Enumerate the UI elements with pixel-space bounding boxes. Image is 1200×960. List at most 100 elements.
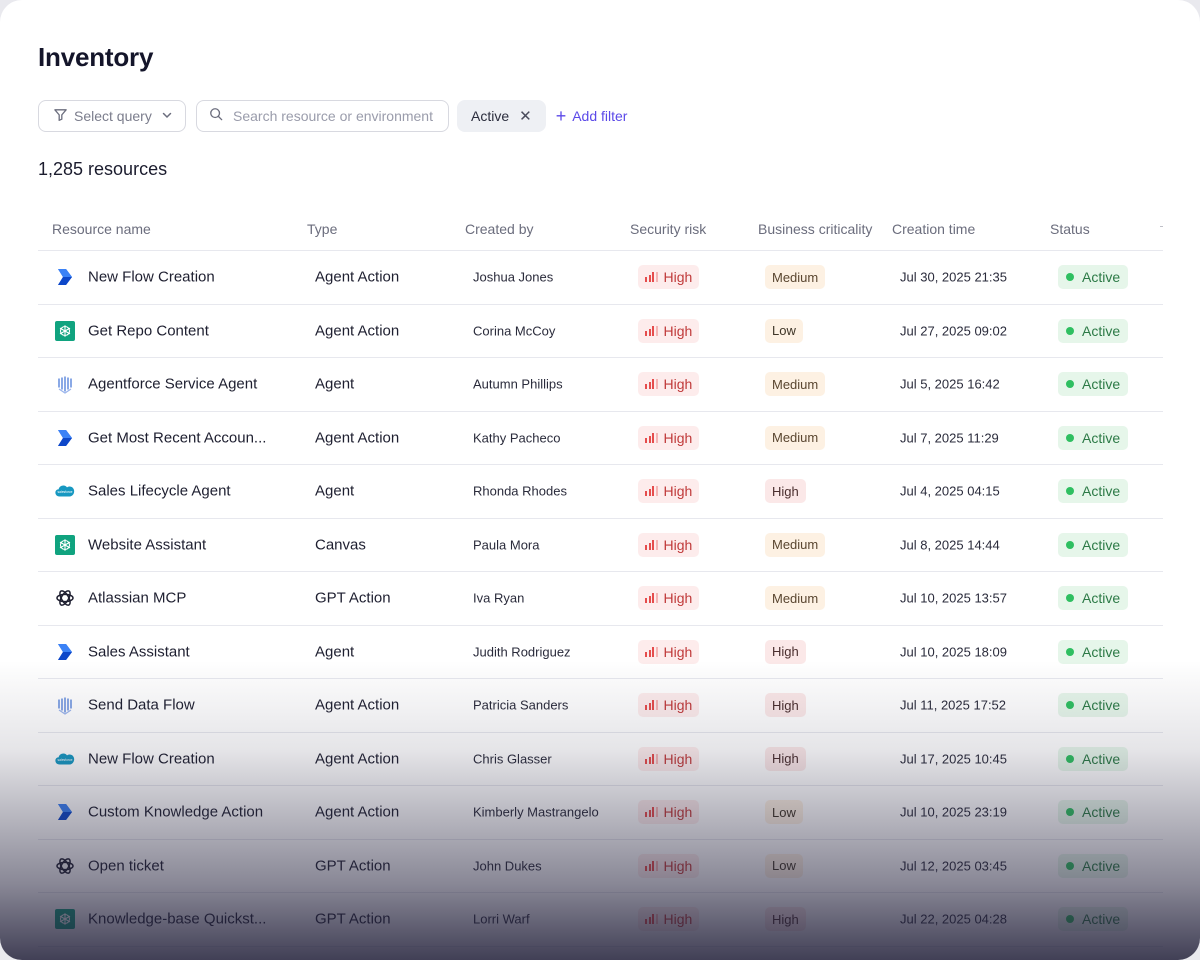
business-criticality-badge: High — [765, 693, 806, 718]
created-by: Kathy Pacheco — [473, 430, 561, 446]
status-badge: Active — [1058, 693, 1129, 718]
table-row[interactable]: salesforce Sales Lifecycle Agent Agent Rhon… — [38, 465, 1163, 519]
filter-funnel-icon — [53, 107, 68, 125]
table-row[interactable]: New Flow Creation Agent Action Joshua Jone… — [38, 251, 1163, 305]
column-header-status[interactable]: Status — [1050, 221, 1090, 237]
table-row[interactable]: Website Assistant Canvas Paula Mora High Med… — [38, 519, 1163, 572]
column-header-security-risk[interactable]: Security risk — [630, 221, 707, 237]
resource-name[interactable]: Sales Assistant — [88, 643, 190, 661]
svg-text:salesforce: salesforce — [57, 758, 72, 762]
table-row[interactable]: Atlassian MCP GPT Action Iva Ryan High Mediu… — [38, 572, 1163, 626]
add-filter-button[interactable]: + Add filter — [556, 107, 628, 125]
close-icon[interactable]: ✕ — [519, 107, 532, 125]
security-risk-badge: High — [638, 800, 700, 825]
created-by: Judith Rodriguez — [473, 644, 571, 660]
table-row[interactable]: Get Most Recent Accoun... Agent Action Kat… — [38, 412, 1163, 465]
table-row[interactable]: Custom Knowledge Action Agent Action Kimbe… — [38, 786, 1163, 840]
power-automate-icon — [54, 427, 76, 449]
table-header: Resource name Type Created by Security r… — [38, 208, 1163, 251]
status-label: Active — [1082, 643, 1121, 660]
resource-name[interactable]: Website Assistant — [88, 536, 207, 554]
page-title: Inventory — [38, 42, 154, 72]
status-badge: Active — [1058, 853, 1129, 878]
table-row[interactable]: salesforce New Flow Creation Agent Action C… — [38, 733, 1163, 786]
security-risk-label: High — [663, 376, 693, 393]
created-by: Iva Ryan — [473, 590, 525, 606]
resource-name[interactable]: New Flow Creation — [88, 268, 215, 286]
resource-name[interactable]: Get Most Recent Accoun... — [88, 429, 267, 447]
resource-type: GPT Action — [315, 857, 391, 875]
column-header-business-criticality[interactable]: Business criticality — [758, 221, 873, 237]
resource-type: Agent Action — [315, 322, 400, 340]
table-row[interactable]: Knowledge-base Quickst... GPT Action Lorri… — [38, 893, 1163, 947]
column-header-creation-time[interactable]: Creation time — [892, 221, 976, 237]
resource-type: Agent Action — [315, 750, 400, 768]
creation-time: Jul 11, 2025 17:52 — [900, 697, 1007, 713]
resource-name[interactable]: Sales Lifecycle Agent — [88, 482, 231, 500]
status-label: Active — [1082, 697, 1121, 714]
resource-type: Agent Action — [315, 696, 400, 714]
resource-name[interactable]: New Flow Creation — [88, 750, 215, 768]
security-risk-badge: High — [638, 853, 700, 878]
creation-time: Jul 7, 2025 11:29 — [900, 430, 999, 446]
search-input[interactable] — [231, 107, 436, 125]
resource-type: Agent Action — [315, 429, 400, 447]
security-risk-label: High — [663, 804, 693, 821]
security-risk-label: High — [663, 857, 693, 874]
business-criticality-badge: Medium — [765, 425, 826, 450]
status-dot-icon — [1066, 594, 1074, 603]
table-row[interactable]: Agentforce Service Agent Agent Autumn Phil… — [38, 358, 1163, 412]
salesforce-icon: salesforce — [54, 480, 76, 502]
column-header-resource-name[interactable]: Resource name — [52, 221, 151, 237]
resource-name[interactable]: Get Repo Content — [88, 322, 209, 340]
status-label: Active — [1082, 376, 1121, 393]
status-label: Active — [1082, 804, 1121, 821]
status-badge: Active — [1058, 586, 1129, 611]
status-label: Active — [1082, 536, 1121, 553]
status-label: Active — [1082, 429, 1121, 446]
resource-name[interactable]: Open ticket — [88, 857, 164, 875]
table-row[interactable]: Send Data Flow Agent Action Patricia Sande… — [38, 679, 1163, 733]
table-row[interactable]: Sales Assistant Agent Judith Rodriguez High… — [38, 626, 1163, 679]
table-row[interactable]: Open ticket GPT Action John Dukes High Low Ju… — [38, 840, 1163, 893]
chevron-down-icon — [161, 108, 173, 124]
add-filter-label: Add filter — [572, 108, 628, 124]
resource-name[interactable]: Agentforce Service Agent — [88, 375, 258, 393]
resource-type: Agent — [315, 482, 355, 500]
resource-name[interactable]: Send Data Flow — [88, 696, 195, 714]
signal-bars-icon — [645, 807, 658, 818]
security-risk-badge: High — [638, 265, 700, 290]
creation-time: Jul 22, 2025 04:28 — [900, 911, 1007, 927]
resource-type: Agent — [315, 375, 355, 393]
signal-bars-icon — [645, 486, 658, 497]
table-row[interactable]: Get Repo Content Agent Action Corina McCoy… — [38, 305, 1163, 358]
business-criticality-badge: Low — [765, 800, 803, 825]
creation-time: Jul 10, 2025 18:09 — [900, 644, 1007, 660]
security-risk-label: High — [663, 697, 693, 714]
status-badge: Active — [1058, 372, 1129, 397]
resource-name[interactable]: Atlassian MCP — [88, 589, 187, 607]
business-criticality-badge: Medium — [765, 586, 826, 611]
status-badge: Active — [1058, 425, 1129, 450]
search-icon — [209, 107, 223, 126]
status-badge: Active — [1058, 639, 1129, 664]
select-query-button[interactable]: Select query — [38, 100, 186, 132]
resource-count: 1,285 resources — [38, 159, 168, 179]
status-label: Active — [1082, 269, 1121, 286]
column-header-type[interactable]: Type — [307, 221, 338, 237]
resource-name[interactable]: Knowledge-base Quickst... — [88, 910, 267, 928]
security-risk-label: High — [663, 322, 693, 339]
salesforce-icon: salesforce — [54, 748, 76, 770]
status-dot-icon — [1066, 808, 1074, 817]
security-risk-badge: High — [638, 318, 700, 343]
plus-icon: + — [555, 106, 567, 126]
status-badge: Active — [1058, 479, 1129, 504]
status-badge: Active — [1058, 265, 1129, 290]
resource-name[interactable]: Custom Knowledge Action — [88, 803, 264, 821]
signal-bars-icon — [645, 700, 658, 711]
status-dot-icon — [1066, 487, 1074, 496]
column-header-created-by[interactable]: Created by — [465, 221, 534, 237]
security-risk-badge: High — [638, 532, 700, 557]
active-filter-chip[interactable]: Active ✕ — [457, 100, 546, 132]
business-criticality-badge: Medium — [765, 265, 826, 290]
